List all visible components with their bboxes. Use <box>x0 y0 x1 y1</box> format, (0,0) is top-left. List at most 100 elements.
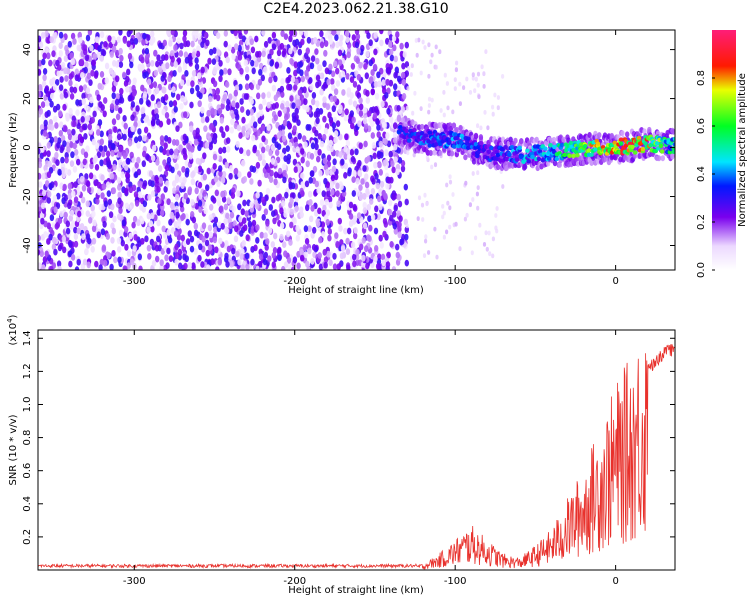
spectrogram-cell <box>293 166 298 174</box>
spectrogram-cell <box>288 35 293 43</box>
spectrogram-cell <box>326 250 331 258</box>
spectrogram-cell <box>246 149 251 157</box>
spectrogram-cell <box>74 68 80 76</box>
spectrogram-cell <box>392 132 398 139</box>
spectrogram-cell <box>292 125 297 133</box>
spectrogram-cell <box>80 72 85 79</box>
spectrogram-cell <box>250 115 256 123</box>
spectrogram-cell <box>295 234 300 242</box>
spectrogram-cell <box>378 203 383 211</box>
spectrogram-cell <box>229 260 234 268</box>
spectrogram-cell <box>627 141 633 146</box>
spectrogram-cell <box>344 30 350 38</box>
spectrogram-cell <box>300 172 305 180</box>
spectrogram-cell <box>51 222 56 230</box>
spectrogram-cell <box>85 200 91 208</box>
spectrogram-cell <box>352 100 358 108</box>
spectrogram-cell <box>422 253 427 258</box>
spectrogram-cell <box>63 91 69 99</box>
spectrogram-cell <box>53 248 58 256</box>
spectrogram-cell <box>223 218 228 225</box>
spectrogram-cell <box>331 105 336 113</box>
spectrogram-cell <box>250 246 255 253</box>
spectrogram-cell <box>112 215 117 223</box>
spectrogram-cell <box>116 133 122 141</box>
spectrogram-cell <box>526 159 531 164</box>
spectrogram-cell <box>172 70 177 77</box>
spectrogram-cell <box>150 30 155 38</box>
spectrogram-cell <box>85 87 91 95</box>
spectrogram-cell <box>358 61 363 69</box>
spectrogram-cell <box>368 77 373 84</box>
spectrogram-cell <box>376 213 381 221</box>
spectrogram-cell <box>114 104 119 112</box>
spectrogram-cell <box>183 262 188 270</box>
spectrogram-cell <box>219 126 224 133</box>
spectrogram-cell <box>473 132 479 139</box>
spectrogram-cell <box>123 122 128 130</box>
spectrogram-cell <box>411 110 415 116</box>
spectrogram-cell <box>237 203 242 211</box>
spectrogram-cell <box>310 55 316 62</box>
spectrogram-cell <box>158 176 164 184</box>
spectrogram-cell <box>501 184 505 189</box>
spectrogram-cell <box>108 128 113 136</box>
spectrogram-cell <box>249 83 255 91</box>
y-tick-label: 40 <box>22 43 33 56</box>
spectrogram-cell <box>176 57 182 64</box>
spectrogram-cell <box>177 248 183 256</box>
spectrogram-x-axis-label: Height of straight line (km) <box>288 285 424 296</box>
spectrogram-cell <box>92 110 97 118</box>
spectrogram-cell <box>271 196 276 204</box>
spectrogram-cell <box>282 241 287 249</box>
spectrogram-cell <box>173 148 179 156</box>
spectrogram-cell <box>335 240 340 248</box>
spectrogram-cell <box>383 138 388 146</box>
spectrogram-cell <box>346 87 352 94</box>
spectrogram-cell <box>70 254 76 261</box>
spectrogram-cell <box>325 103 330 111</box>
spectrogram-cell <box>60 135 66 142</box>
spectrogram-cell <box>362 106 368 114</box>
spectrogram-cell <box>504 157 510 162</box>
spectrogram-cell <box>295 146 300 154</box>
spectrogram-cell <box>161 108 166 116</box>
spectrogram-cell <box>119 87 124 95</box>
spectrogram-cell <box>213 226 218 234</box>
spectrogram-cell <box>40 217 45 225</box>
spectrogram-cell <box>156 235 161 243</box>
spectrogram-cell <box>292 116 297 123</box>
spectrogram-cell <box>388 199 393 207</box>
spectrogram-cell <box>47 160 52 168</box>
y-tick-label: 20 <box>22 92 33 105</box>
spectrogram-cell <box>331 30 336 36</box>
spectrogram-cell <box>176 234 182 241</box>
spectrogram-cell <box>404 128 410 134</box>
spectrogram-cell <box>322 96 327 104</box>
spectrogram-cell <box>331 122 337 129</box>
spectrogram-cell <box>305 160 310 168</box>
spectrogram-cell <box>343 172 348 179</box>
spectrogram-cell <box>293 69 298 77</box>
spectrogram-cell <box>429 59 433 65</box>
spectrogram-cell <box>262 98 267 106</box>
spectrogram-cell <box>99 55 105 63</box>
spectrogram-cell <box>299 206 304 214</box>
spectrogram-cell <box>491 111 495 117</box>
spectrogram-cell <box>212 153 218 161</box>
spectrogram-cell <box>149 238 155 246</box>
spectrogram-cell <box>182 133 187 141</box>
spectrogram-cell <box>230 118 235 126</box>
spectrogram-cell <box>111 118 117 126</box>
spectrogram-cell <box>195 157 201 165</box>
spectrogram-cell <box>101 244 107 252</box>
spectrogram-cell <box>111 45 117 53</box>
spectrogram-cell <box>198 243 203 251</box>
spectrogram-cell <box>72 86 78 94</box>
spectrogram-cell <box>268 149 273 157</box>
spectrogram-cell <box>360 178 365 185</box>
spectrogram-cell <box>357 169 362 177</box>
spectrogram-cell <box>76 227 81 235</box>
spectrogram-cell <box>38 68 42 76</box>
spectrogram-cell <box>200 41 205 48</box>
